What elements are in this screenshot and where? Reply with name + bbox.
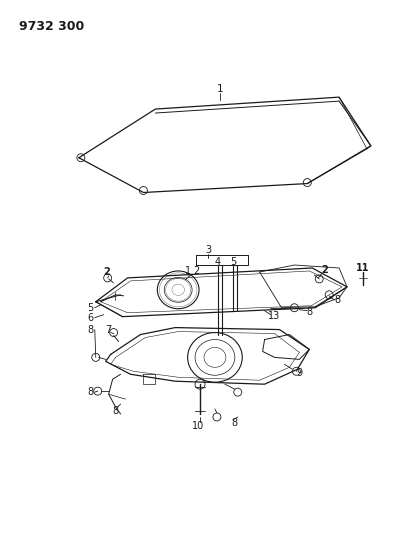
Text: 7: 7	[105, 325, 112, 335]
Text: 9732 300: 9732 300	[19, 20, 84, 33]
Text: 2: 2	[321, 265, 328, 275]
Text: 10: 10	[192, 421, 204, 431]
Text: 2: 2	[103, 267, 110, 277]
Text: 13: 13	[268, 311, 281, 321]
Text: 4: 4	[215, 257, 221, 267]
Text: 5: 5	[88, 303, 94, 313]
Text: 2: 2	[193, 266, 199, 276]
Text: 3: 3	[205, 245, 211, 255]
Text: 1: 1	[217, 84, 223, 94]
Text: 8: 8	[112, 406, 119, 416]
Text: 11: 11	[356, 263, 370, 273]
Text: 6: 6	[88, 313, 94, 322]
Text: 1: 1	[185, 266, 191, 276]
Text: 9: 9	[296, 368, 302, 378]
Text: 8: 8	[334, 295, 340, 305]
Text: 5: 5	[230, 257, 236, 267]
Text: 8: 8	[88, 325, 94, 335]
Text: 8: 8	[306, 306, 312, 317]
Text: 8: 8	[88, 387, 94, 397]
Text: 8: 8	[232, 418, 238, 428]
